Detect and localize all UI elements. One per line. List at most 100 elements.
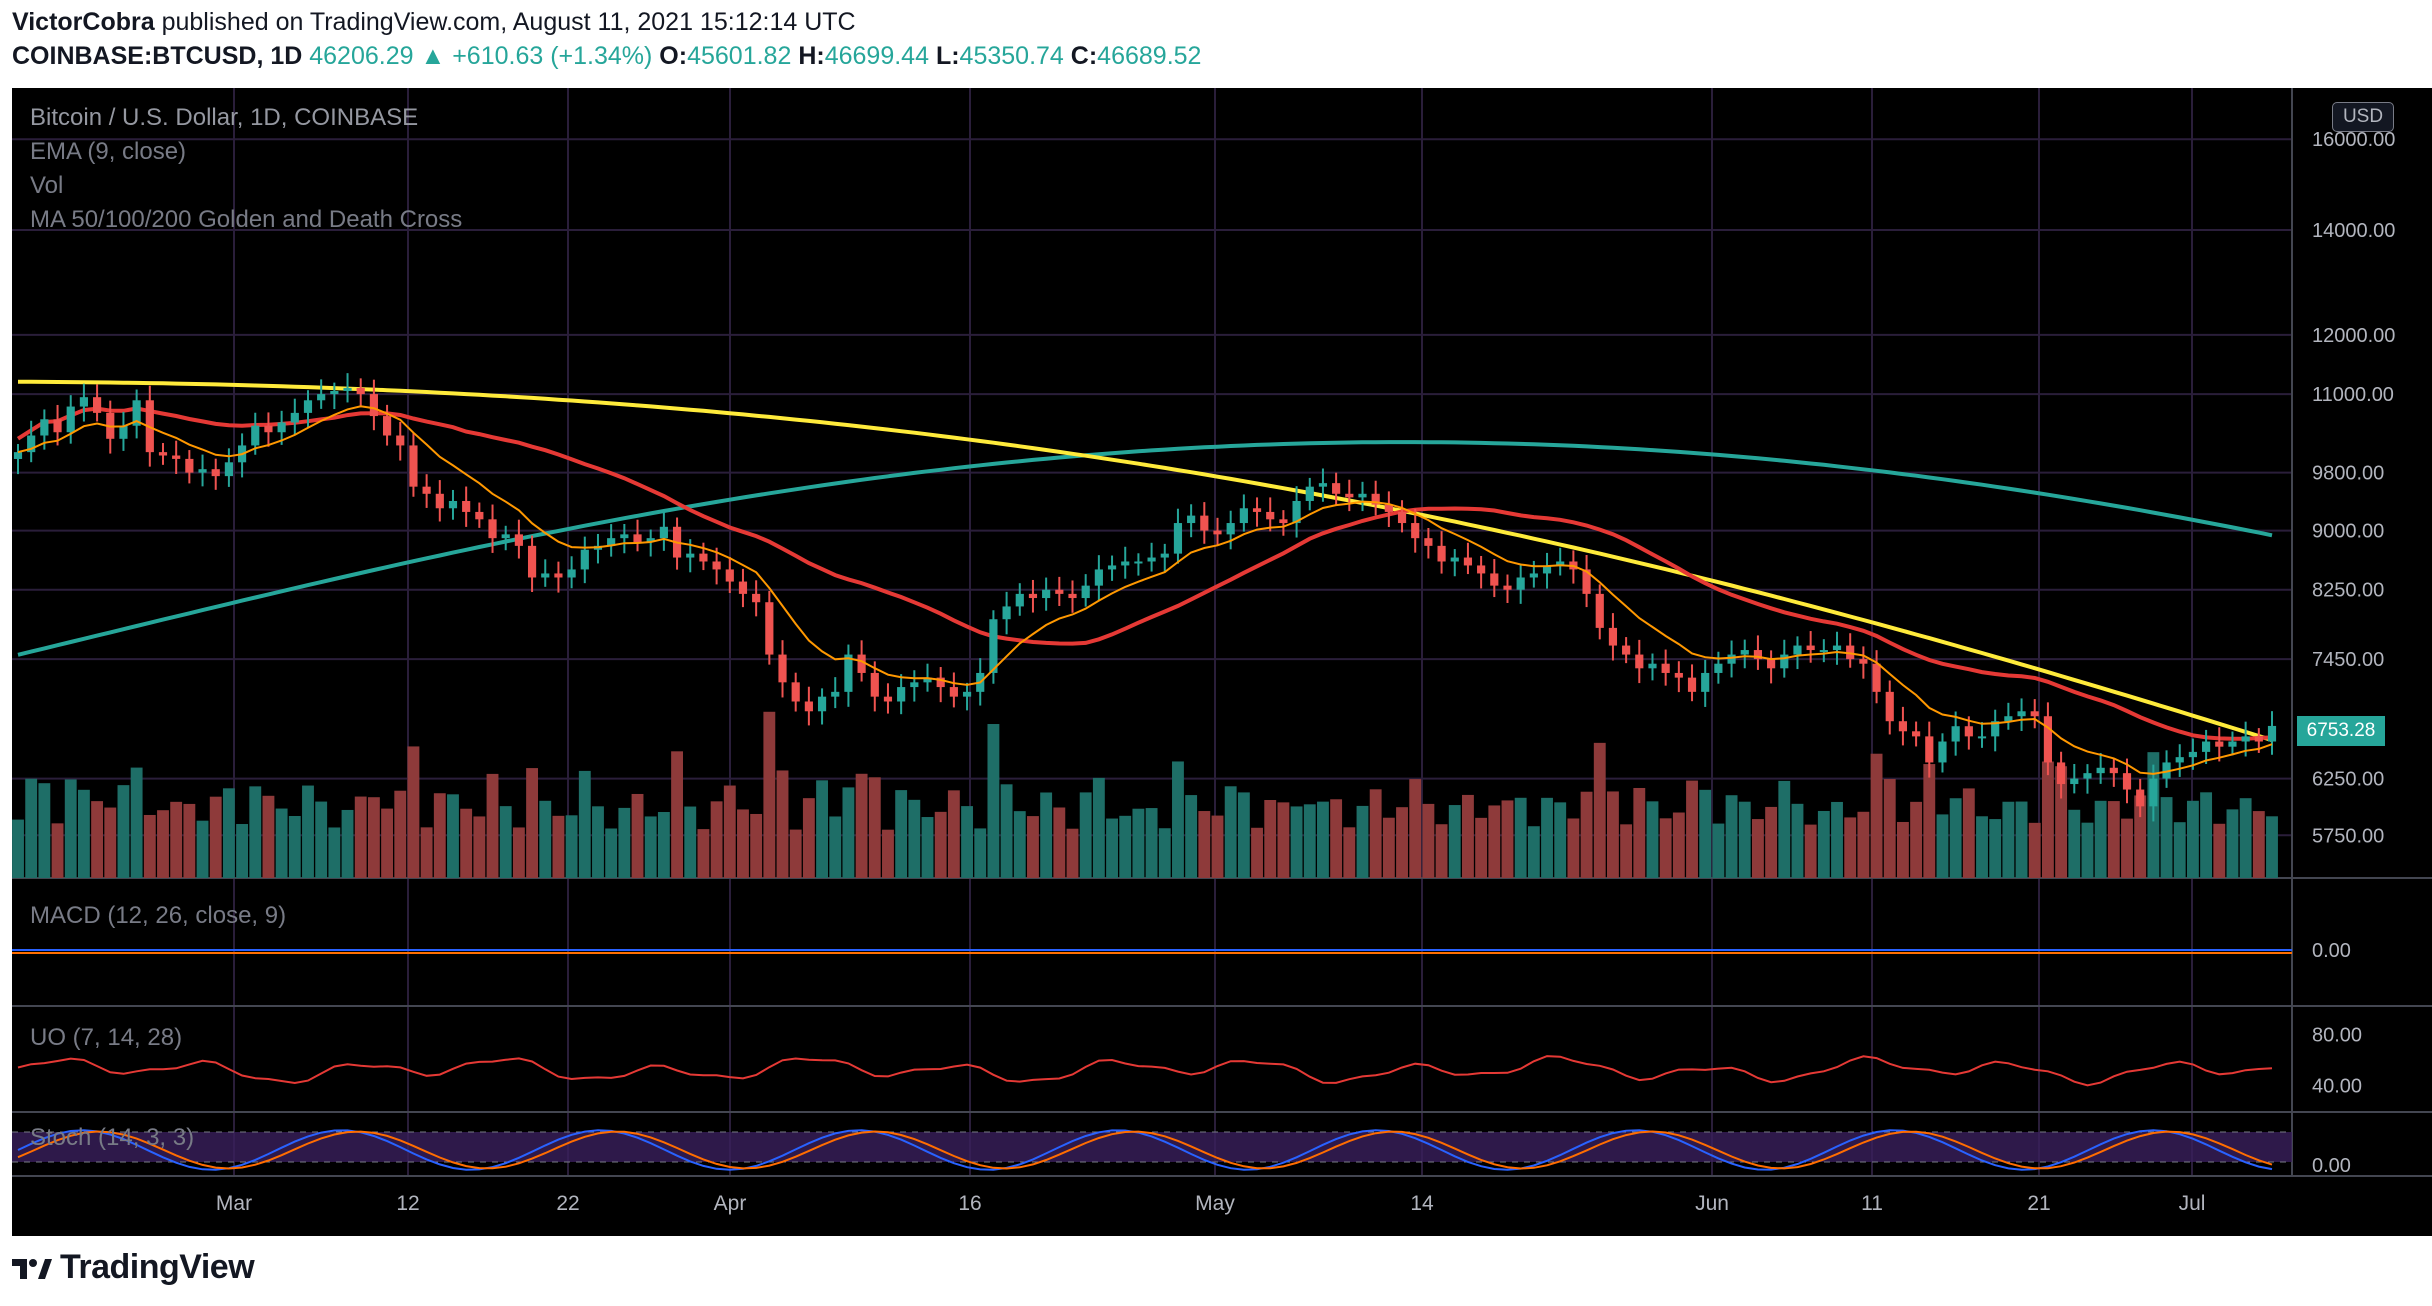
volume-bar <box>341 809 354 878</box>
candle-body <box>2004 716 2013 722</box>
candle-body <box>1055 589 1064 594</box>
volume-bar <box>961 806 973 878</box>
chart-canvas[interactable]: 16000.00 14000.00 12000.00 11000.00 9800.00 9… <box>12 88 2432 1236</box>
volume-bar <box>499 806 512 878</box>
ema-legend[interactable]: EMA (9, close) <box>30 138 187 165</box>
currency-button[interactable]: USD <box>2332 102 2394 132</box>
candle-body <box>66 406 75 433</box>
ma50-line <box>16 406 2273 741</box>
volume-bar <box>222 788 235 878</box>
candle-body <box>1002 606 1011 620</box>
candle-body <box>1292 500 1301 524</box>
volume-legend[interactable]: Vol <box>30 172 64 199</box>
time-axis-label: 21 <box>2027 1192 2050 1215</box>
volume-bar <box>789 829 802 878</box>
volume-bar <box>183 803 196 878</box>
macd-legend[interactable]: MACD (12, 26, close, 9) <box>30 902 287 929</box>
candle-body <box>158 452 168 456</box>
volume-bar <box>2068 809 2081 878</box>
volume-bar <box>420 827 433 878</box>
volume-bar <box>1686 780 1698 878</box>
volume-bar <box>1462 794 1474 878</box>
candle-body <box>1556 561 1565 566</box>
chart-area[interactable]: 16000.00 14000.00 12000.00 11000.00 9800.00 9… <box>12 88 2432 1236</box>
candle-body <box>2254 736 2263 742</box>
volume-bar <box>895 790 908 878</box>
close-value: 46689.52 <box>1097 42 1202 70</box>
volume-bar <box>671 751 683 878</box>
volume-bar <box>723 785 736 878</box>
time-axis-label: Jun <box>1695 1192 1729 1215</box>
volume-bar <box>1514 797 1527 878</box>
candle-body <box>989 619 998 673</box>
time-axis-label: 22 <box>556 1192 579 1215</box>
volume-bar <box>1251 827 1263 878</box>
candle-body <box>1345 493 1354 498</box>
candle-body <box>659 526 668 539</box>
candle-body <box>1846 645 1855 660</box>
volume-bar <box>2041 761 2054 878</box>
volume-bar <box>1896 821 1909 878</box>
volume-bar <box>657 812 670 878</box>
candle-body <box>567 569 576 578</box>
candle-body <box>791 682 800 702</box>
candle-body <box>475 511 484 520</box>
volume-bar <box>1185 795 1198 878</box>
candle-body <box>1977 736 1987 739</box>
price-tick-label: 5750.00 <box>2312 825 2384 847</box>
candle-body <box>1885 691 1894 722</box>
candle-body <box>1832 645 1842 651</box>
candle-body <box>2267 725 2277 742</box>
volume-bar <box>1738 801 1751 878</box>
tradingview-logo[interactable]: TradingView <box>12 1248 255 1287</box>
volume-bar <box>104 807 117 878</box>
stoch-legend[interactable]: Stoch (14, 3, 3) <box>30 1124 195 1151</box>
price-tick-label: 14000.00 <box>2312 220 2395 242</box>
candle-body <box>13 452 23 459</box>
volume-bar <box>512 827 525 878</box>
uo-legend[interactable]: UO (7, 14, 28) <box>30 1024 183 1051</box>
price-tick-label: 11000.00 <box>2312 384 2394 406</box>
footer: TradingView <box>0 1236 2432 1306</box>
candle-body <box>2096 767 2105 774</box>
volume-bar <box>631 793 644 878</box>
volume-bar <box>433 793 446 878</box>
volume-bar <box>1027 816 1039 878</box>
volume-bar <box>2094 800 2107 878</box>
volume-bar <box>697 829 710 878</box>
candle-body <box>198 469 207 473</box>
candle-body <box>422 486 431 494</box>
volume-bar <box>1211 815 1224 878</box>
volume-bar <box>117 785 130 878</box>
candle-body <box>1635 654 1644 669</box>
volume-bar <box>802 798 815 878</box>
candle-body <box>1424 538 1433 546</box>
publish-info: VictorCobra published on TradingView.com… <box>12 8 856 37</box>
candle-body <box>2122 773 2132 790</box>
volume-bar <box>1844 817 1857 878</box>
candle-body <box>1938 741 1947 763</box>
volume-bar <box>1857 811 1870 878</box>
candle-body <box>2136 789 2145 807</box>
time-axis-label: 11 <box>1861 1192 1883 1215</box>
candle-body <box>2202 741 2211 752</box>
publish-text: published on TradingView.com, August 11,… <box>161 8 856 36</box>
candle-body <box>1714 663 1723 673</box>
volume-bar <box>855 773 868 878</box>
ma-legend[interactable]: MA 50/100/200 Golden and Death Cross <box>30 206 463 233</box>
candle-body <box>1279 519 1288 524</box>
candle-body <box>1964 726 1973 737</box>
volume-bar <box>1132 808 1145 878</box>
candle-body <box>1226 523 1235 535</box>
candle-body <box>1542 565 1552 574</box>
time-axis-label: May <box>1195 1192 1235 1215</box>
volume-bar <box>1607 791 1619 878</box>
candle-body <box>1477 565 1486 574</box>
candle-body <box>224 462 233 477</box>
candle-body <box>462 500 471 512</box>
candle-body <box>897 687 906 702</box>
candle-body <box>923 677 932 683</box>
author-name[interactable]: VictorCobra <box>12 8 155 36</box>
candle-body <box>1081 585 1090 599</box>
candle-body <box>1318 483 1328 487</box>
